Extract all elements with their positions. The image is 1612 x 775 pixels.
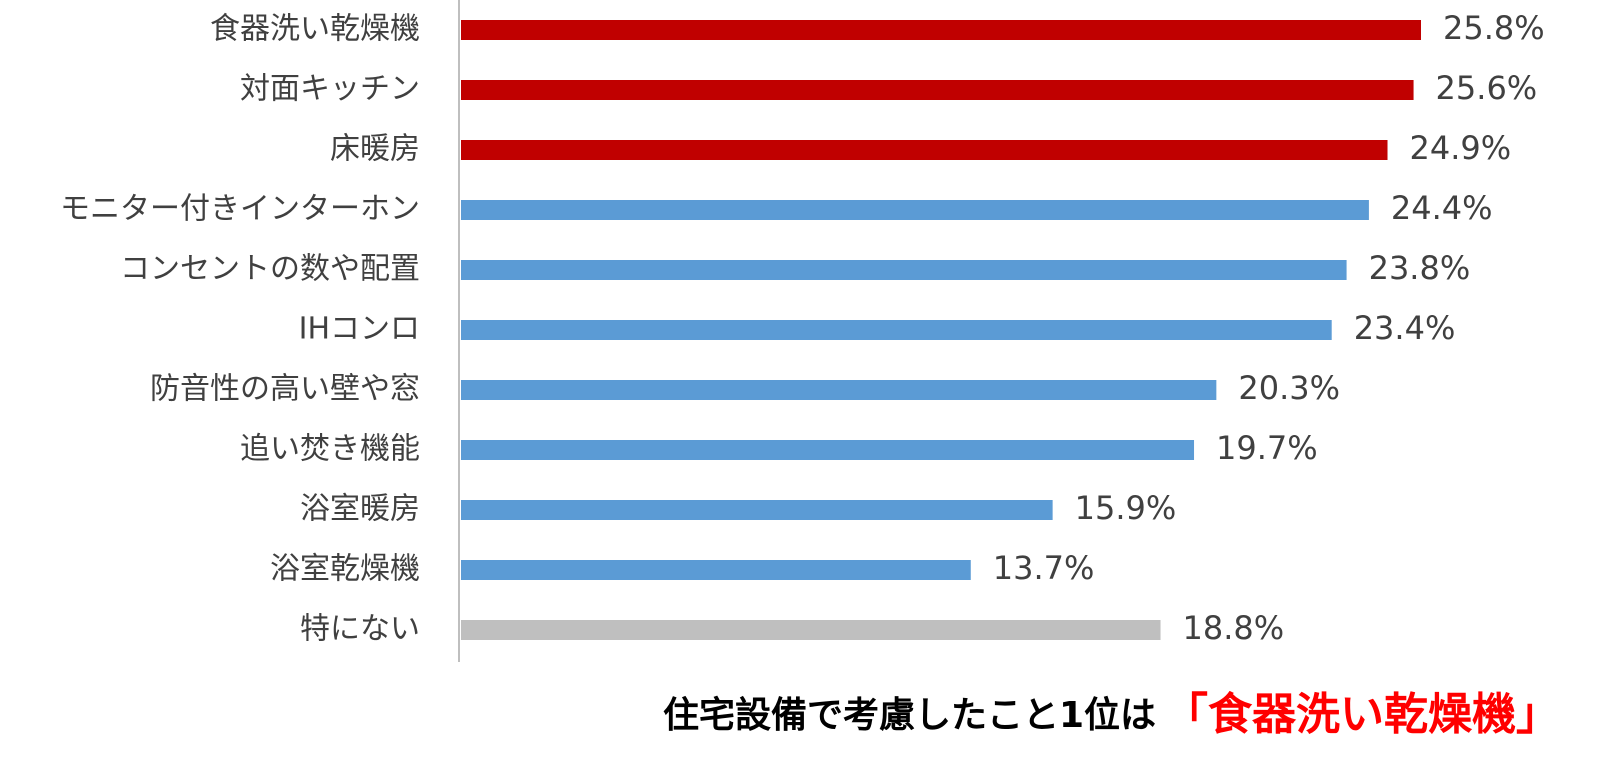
chart-title: 住宅設備で考慮したこと1位は 「食器洗い乾燥機」 — [663, 689, 1560, 740]
bar — [461, 500, 1053, 520]
bar — [461, 80, 1414, 100]
category-label: 追い焚き機能 — [240, 432, 420, 467]
value-label: 25.6% — [1436, 69, 1538, 107]
bar — [461, 200, 1369, 220]
value-label: 18.8% — [1183, 609, 1285, 647]
category-label: 特にない — [300, 612, 420, 647]
bar — [461, 620, 1161, 640]
value-label: 24.9% — [1410, 129, 1512, 167]
value-label: 13.7% — [993, 549, 1095, 587]
value-label: 25.8% — [1443, 9, 1545, 47]
category-label: 防音性の高い壁や窓 — [150, 372, 420, 407]
value-label: 20.3% — [1238, 369, 1340, 407]
bar — [461, 260, 1347, 280]
category-label: IHコンロ — [299, 312, 420, 347]
category-label: モニター付きインターホン — [60, 192, 420, 227]
category-label: 対面キッチン — [240, 72, 420, 107]
value-label: 15.9% — [1075, 489, 1177, 527]
bar — [461, 380, 1217, 400]
bar — [461, 560, 971, 580]
bar — [461, 140, 1388, 160]
bar — [461, 320, 1332, 340]
title-text: 住宅設備で考慮したこと1位は — [663, 694, 1156, 736]
title-highlight: 「食器洗い乾燥機」 — [1164, 689, 1560, 740]
bar — [461, 440, 1195, 460]
category-label: 浴室乾燥機 — [270, 552, 420, 587]
category-label: 床暖房 — [330, 132, 420, 167]
value-label: 23.8% — [1369, 249, 1471, 287]
value-label: 19.7% — [1216, 429, 1318, 467]
category-label: 食器洗い乾燥機 — [210, 12, 420, 47]
bar — [461, 20, 1421, 40]
value-label: 23.4% — [1354, 309, 1456, 347]
value-label: 24.4% — [1391, 189, 1493, 227]
category-label: 浴室暖房 — [300, 492, 420, 527]
category-label: コンセントの数や配置 — [120, 252, 420, 287]
